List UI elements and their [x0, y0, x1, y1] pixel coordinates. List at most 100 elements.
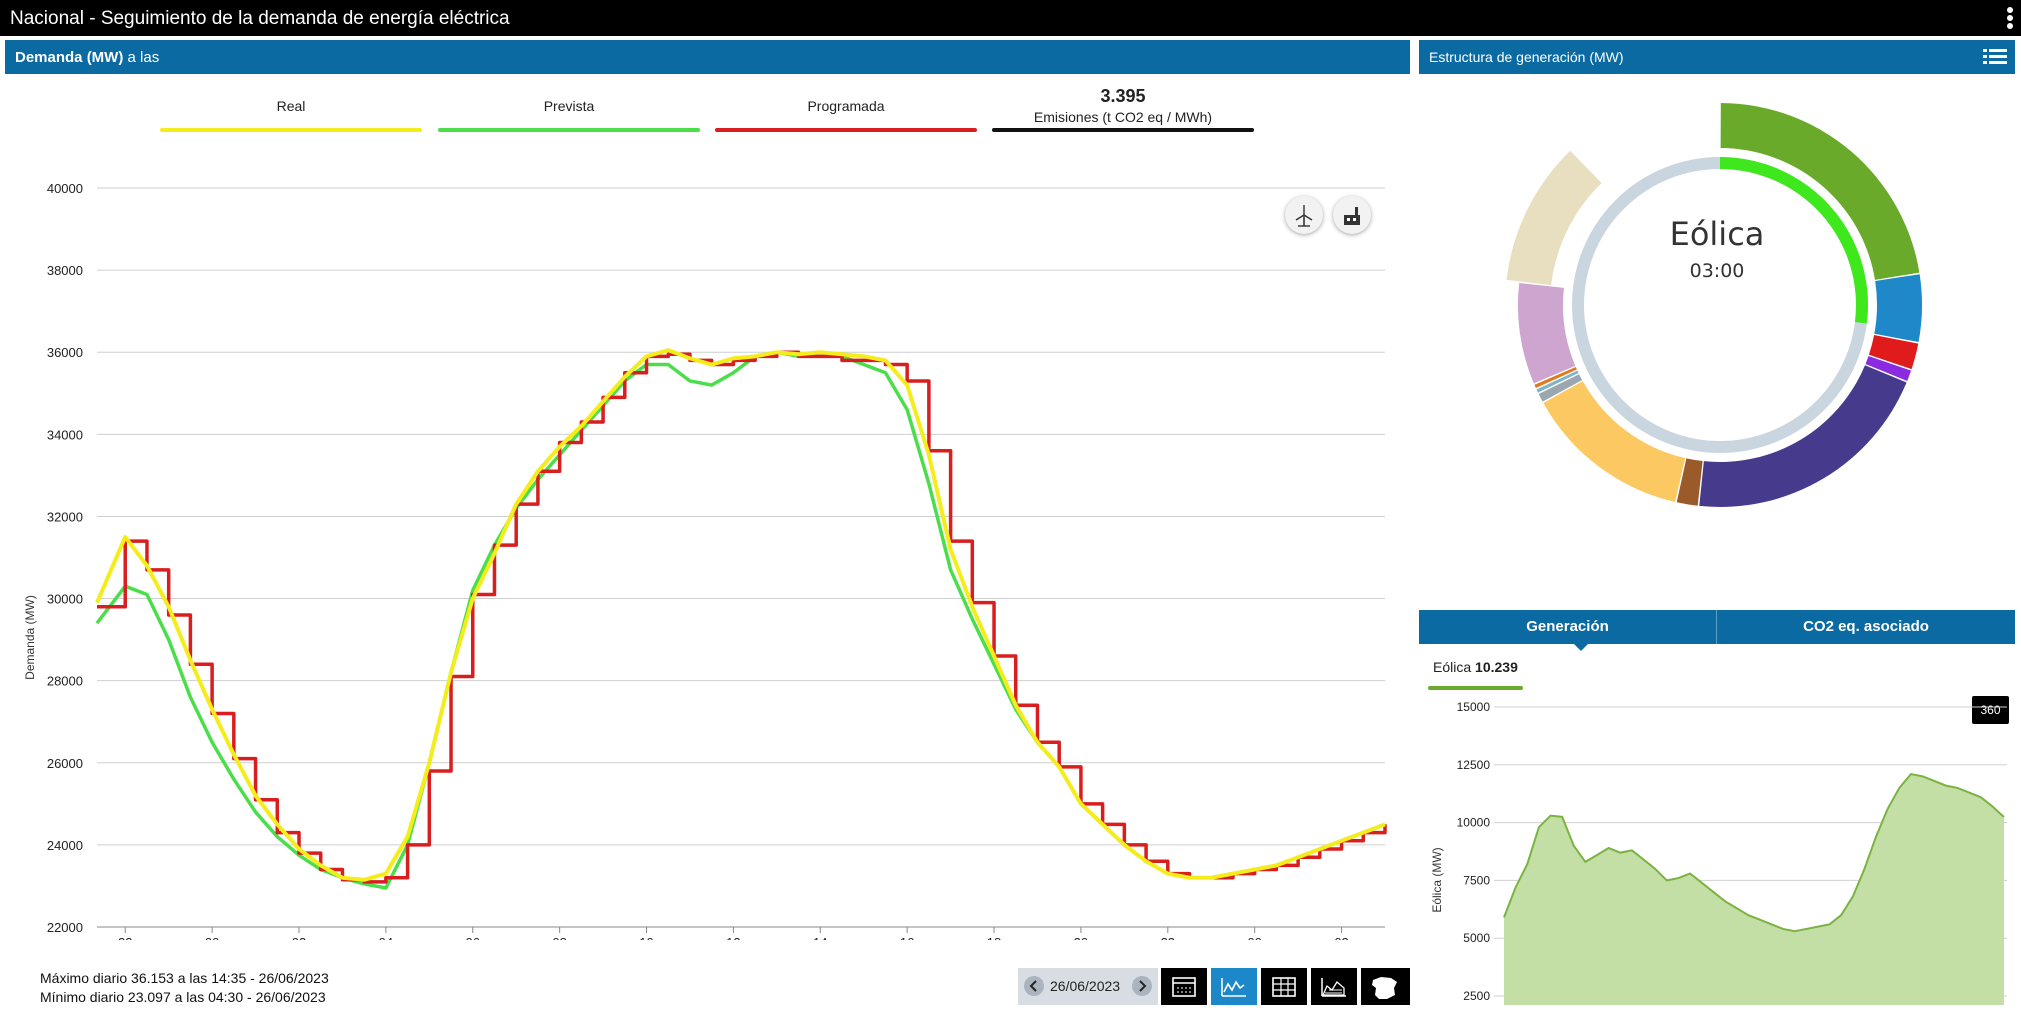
eolica-chart: 2500 5000 7500 10000 12500 15000 Eólica (MW)	[1430, 700, 2007, 1005]
more-menu-icon[interactable]	[2005, 5, 2015, 31]
donut-segment	[1865, 355, 1912, 381]
table-icon	[1272, 977, 1296, 997]
y-tick-label: 24000	[47, 838, 83, 853]
chevron-right-icon	[1139, 980, 1147, 992]
y-tick-label: 2500	[1463, 989, 1490, 1003]
structure-panel-header: Estructura de generación (MW)	[1419, 40, 2015, 74]
x-tick-label: 12	[726, 935, 740, 940]
line-chart-icon	[1221, 962, 1246, 997]
generation-donut[interactable]	[1500, 80, 1940, 520]
donut-inner-progress	[1720, 157, 1868, 324]
factory-filter-button[interactable]	[1333, 196, 1371, 234]
eolica-underline	[1428, 686, 1523, 690]
y-axis-title: Demanda (MW)	[23, 595, 37, 680]
demand-panel-header: Demanda (MW) a las	[5, 40, 1410, 74]
donut-segment	[1676, 458, 1703, 506]
badge-360[interactable]: 360	[1972, 696, 2009, 724]
series-line-real	[95, 348, 1386, 882]
y-tick-label: 38000	[47, 263, 83, 278]
x-tick-label: 18	[987, 935, 1001, 940]
legend-emissions[interactable]: 3.395 Emisiones (t CO2 eq / MWh)	[992, 80, 1254, 132]
emissions-label: Emisiones (t CO2 eq / MWh)	[1033, 109, 1213, 125]
x-tick-label: 10	[639, 935, 653, 940]
demand-title: Demanda (MW)	[15, 49, 124, 66]
x-tick-label: 06	[466, 935, 480, 940]
donut-segment	[1538, 374, 1583, 402]
x-tick-label: 16	[900, 935, 914, 940]
legend-prevista[interactable]: Prevista	[438, 80, 700, 132]
eolica-value-label: Eólica	[1433, 659, 1472, 675]
demand-title-suffix: a las	[127, 49, 160, 66]
y-tick-label: 34000	[47, 427, 83, 442]
area-chart-icon	[1321, 978, 1346, 997]
y-tick-label: 5000	[1463, 931, 1490, 945]
donut-segment	[1720, 103, 1920, 280]
daily-max: Máximo diario 36.153 a las 14:35 - 26/06…	[40, 970, 329, 986]
y-tick-label: 32000	[47, 509, 83, 524]
tab-separator	[1716, 610, 1717, 644]
next-date-button[interactable]	[1132, 976, 1152, 996]
spain-map-icon	[1372, 977, 1397, 999]
y-tick-label: 30000	[47, 592, 83, 607]
active-tab-pointer	[1573, 643, 1589, 651]
calendar-button[interactable]	[1161, 968, 1207, 1005]
donut-segment	[1699, 365, 1907, 507]
emissions-value: 3.395	[1100, 86, 1146, 106]
legend-emissions-line	[992, 128, 1254, 132]
tab-generacion[interactable]: Generación	[1526, 618, 1609, 635]
eolica-value: Eólica 10.239	[1433, 659, 1518, 675]
wind-turbine-icon	[1295, 205, 1313, 227]
eolica-area	[1504, 774, 2004, 1005]
eolica-line	[1503, 772, 2005, 933]
factory-icon	[1344, 207, 1360, 225]
y-axis-title: Eólica (MW)	[1430, 847, 1444, 912]
donut-center-time: 03:00	[1689, 260, 1745, 282]
donut-segment	[1874, 274, 1922, 343]
daily-min: Mínimo diario 23.097 a las 04:30 - 26/06…	[40, 989, 326, 1005]
legend-prevista-line	[438, 128, 700, 132]
area-chart-button[interactable]	[1311, 968, 1357, 1005]
legend-programada-line	[715, 128, 977, 132]
structure-title: Estructura de generación (MW)	[1429, 49, 1624, 65]
y-tick-label: 26000	[47, 756, 83, 771]
generation-tabs: Generación CO2 eq. asociado	[1419, 610, 2015, 651]
x-tick-label: 08	[552, 935, 566, 940]
donut-segment	[1536, 370, 1579, 393]
table-button[interactable]	[1261, 968, 1307, 1005]
y-tick-label: 28000	[47, 674, 83, 689]
y-tick-label: 7500	[1463, 873, 1490, 887]
donut-segment	[1506, 150, 1602, 286]
top-bar: Nacional - Seguimiento de la demanda de …	[0, 0, 2021, 36]
legend-real-line	[160, 128, 422, 132]
calendar-icon	[1172, 977, 1196, 997]
legend-programada[interactable]: Programada	[715, 80, 977, 132]
y-tick-label: 12500	[1457, 758, 1491, 772]
tab-co2[interactable]: CO2 eq. asociado	[1803, 618, 1929, 635]
wind-filter-button[interactable]	[1285, 196, 1323, 234]
donut-segment	[1543, 381, 1686, 502]
x-tick-label: 00	[205, 935, 219, 940]
map-button[interactable]	[1361, 968, 1410, 1005]
y-tick-label: 22000	[47, 920, 83, 935]
legend-programada-label: Programada	[807, 98, 885, 114]
x-tick-label: 02	[1334, 935, 1348, 940]
series-line-programada	[97, 350, 1387, 884]
demand-chart: 22000 24000 26000 28000 30000 32000 34000 36000…	[23, 181, 1387, 940]
donut-center-label: Eólica	[1669, 215, 1765, 253]
x-tick-label: 22	[118, 935, 132, 940]
x-tick-label: 20	[1074, 935, 1088, 940]
y-tick-label: 15000	[1457, 700, 1491, 714]
list-icon[interactable]	[1983, 47, 2007, 67]
chevron-left-icon	[1029, 980, 1037, 992]
legend-real[interactable]: Real	[160, 80, 422, 132]
donut-segment	[1518, 283, 1576, 384]
y-tick-label: 40000	[47, 181, 83, 196]
x-tick-label: 14	[813, 935, 827, 940]
x-tick-label: 02	[292, 935, 306, 940]
x-tick-label: 22	[1161, 935, 1175, 940]
prev-date-button[interactable]	[1024, 976, 1044, 996]
donut-segment	[1868, 335, 1919, 370]
current-date[interactable]: 26/06/2023	[1050, 978, 1121, 994]
line-chart-button[interactable]	[1211, 962, 1257, 1005]
x-tick-label: 00	[1247, 935, 1261, 940]
